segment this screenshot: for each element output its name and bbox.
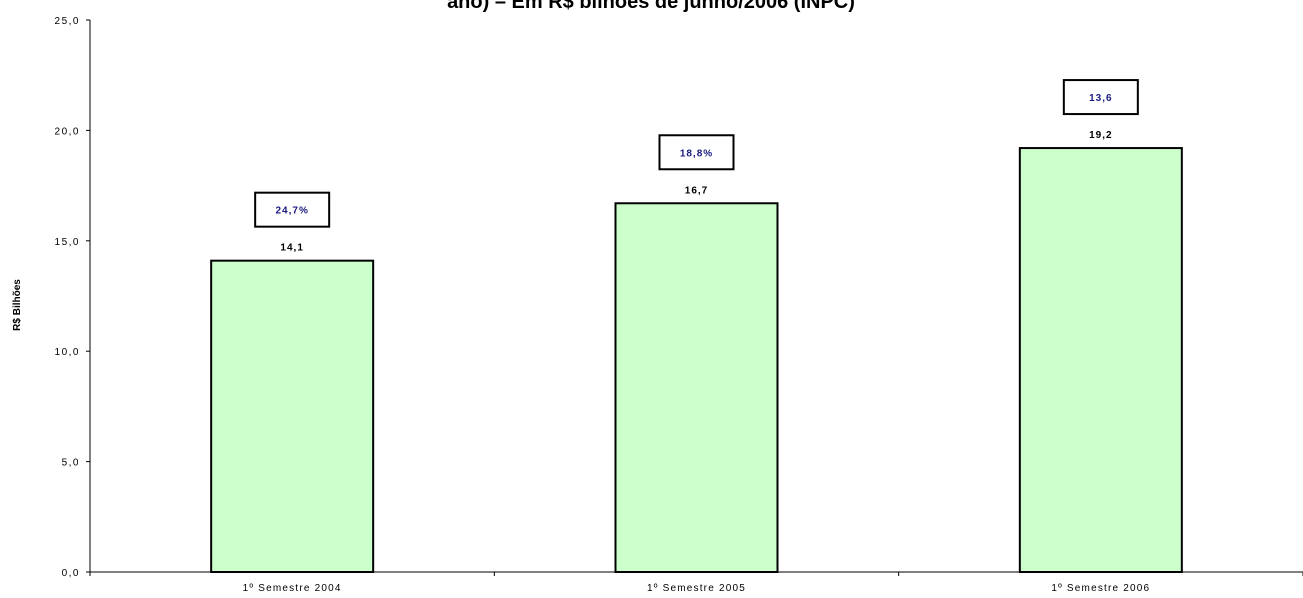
x-tick-label: 1º Semestre 2005 xyxy=(647,583,746,594)
growth-label: 18,8% xyxy=(680,148,713,159)
x-tick-label: 1º Semestre 2004 xyxy=(243,583,342,594)
y-tick-label: 0,0 xyxy=(62,568,80,579)
growth-label-box xyxy=(254,191,331,228)
x-tick-label: 1º Semestre 2006 xyxy=(1051,583,1150,594)
y-tick-label: 5,0 xyxy=(62,458,80,469)
chart-title: ano) – Em R$ bilhões de junho/2006 (INPC… xyxy=(447,0,855,13)
bars xyxy=(210,147,1183,573)
bar xyxy=(1018,147,1183,573)
labels: 14,1 24,7% 1º Semestre 2004 16,7 18,8% 1º Sem… xyxy=(243,79,1150,594)
y-tick-label: 15,0 xyxy=(55,237,80,248)
bar xyxy=(614,202,779,573)
growth-label-box xyxy=(1062,79,1139,116)
bar xyxy=(210,259,375,573)
y-tick-label: 10,0 xyxy=(55,347,80,358)
value-label: 14,1 xyxy=(280,243,303,254)
growth-label: 24,7% xyxy=(275,206,308,217)
y-tick-label: 20,0 xyxy=(55,126,80,137)
y-axis-label: R$ Bilhões xyxy=(12,279,23,331)
value-label: 19,2 xyxy=(1089,130,1112,141)
growth-label: 13,6 xyxy=(1089,93,1112,104)
y-tick-label: 25,0 xyxy=(55,16,80,27)
growth-label-box xyxy=(658,134,735,171)
value-label: 16,7 xyxy=(685,185,708,196)
